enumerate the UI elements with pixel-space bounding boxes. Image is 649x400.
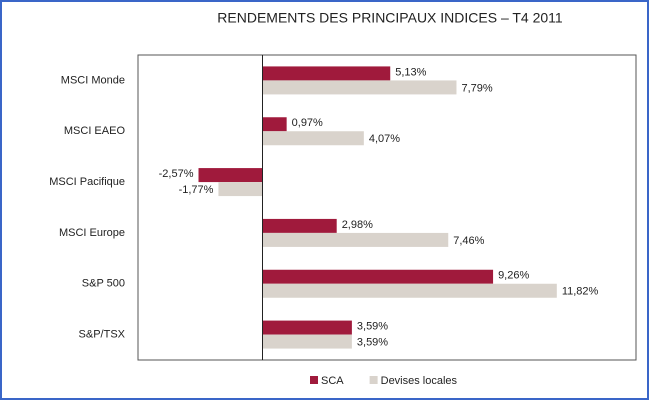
- value-label: 2,98%: [342, 219, 373, 231]
- bar: [262, 232, 449, 247]
- value-label: 3,59%: [357, 336, 388, 348]
- y-tick-label: S&P/TSX: [79, 328, 126, 340]
- bar: [262, 320, 352, 335]
- value-label: 5,13%: [395, 66, 426, 78]
- bar: [262, 283, 557, 298]
- value-label: 11,82%: [562, 286, 599, 298]
- plot-area: [137, 54, 637, 361]
- bar: [262, 66, 391, 81]
- legend-label: SCA: [321, 375, 344, 387]
- value-label: 0,97%: [292, 117, 323, 129]
- value-label: 4,07%: [369, 133, 400, 145]
- value-label: 3,59%: [357, 320, 388, 332]
- bar: [262, 117, 287, 132]
- bar: [198, 168, 263, 183]
- value-label: -1,77%: [179, 184, 214, 196]
- y-tick-label: S&P 500: [82, 278, 125, 290]
- bar: [218, 182, 263, 197]
- y-tick-label: MSCI Monde: [61, 74, 125, 86]
- legend-swatch: [310, 376, 318, 384]
- bar: [262, 80, 457, 95]
- bar: [262, 218, 337, 233]
- value-label: 7,46%: [453, 235, 484, 247]
- value-label: 9,26%: [498, 270, 529, 282]
- value-label: 7,79%: [461, 82, 492, 94]
- bar: [262, 131, 364, 146]
- legend-label: Devises locales: [381, 375, 458, 387]
- y-tick-label: MSCI Pacifique: [49, 176, 125, 188]
- bar: [262, 269, 494, 284]
- value-label: -2,57%: [159, 168, 194, 180]
- chart-title: RENDEMENTS DES PRINCIPAUX INDICES – T4 2…: [217, 10, 563, 26]
- legend-swatch: [369, 376, 378, 384]
- bar: [262, 334, 352, 349]
- y-tick-label: MSCI EAEO: [64, 125, 126, 137]
- y-tick-label: MSCI Europe: [59, 227, 125, 239]
